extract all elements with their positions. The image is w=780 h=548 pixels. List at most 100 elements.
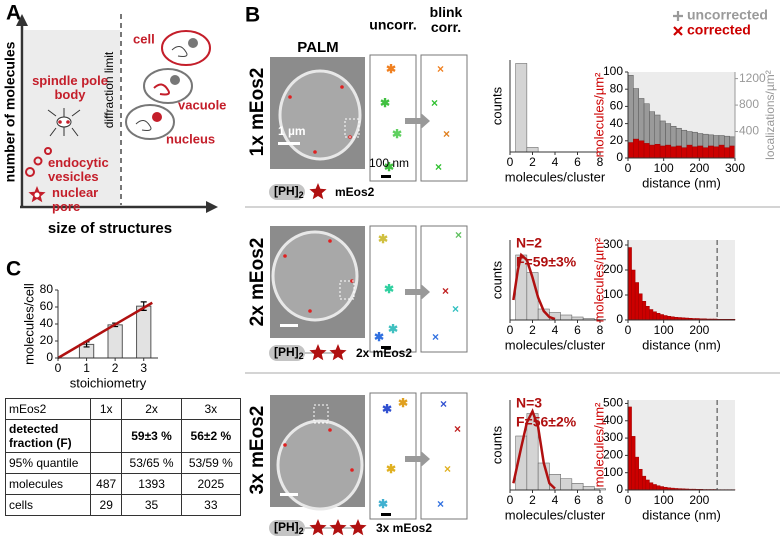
x-tick-label: 2	[529, 493, 536, 507]
fluorophore	[309, 183, 327, 200]
histogram-bar	[627, 142, 634, 159]
column-header: blink corr.	[429, 4, 463, 35]
svg-text:✱: ✱	[386, 62, 396, 76]
x-tick-label: 4	[552, 155, 559, 169]
histogram-bar	[634, 456, 639, 491]
histogram-bar	[643, 143, 650, 159]
x-tick-label: 200	[689, 493, 709, 507]
x-tick-label: 4	[552, 323, 559, 337]
x-axis-label: distance (nm)	[642, 337, 721, 352]
y-axis-label: molecules/cell	[21, 283, 36, 365]
table-cell: 59±3 %	[121, 419, 182, 453]
column-header: uncorr.	[369, 17, 416, 33]
histogram-bar	[571, 483, 584, 491]
palm-image	[270, 226, 365, 338]
arrows	[405, 113, 430, 467]
construct: [PH]2 2x mEos2	[269, 344, 412, 361]
row-label: 2x mEos2	[247, 238, 268, 327]
svg-text:×: ×	[442, 284, 449, 298]
y-tick-label: 20	[40, 333, 54, 347]
histogram-bar	[659, 314, 664, 321]
ph-sub: 2	[299, 526, 304, 536]
micrographs: ✱✱✱✱ ×××× ✱✱✱✱ ×××× ✱ ✱✱✱ ××××	[270, 54, 468, 520]
row-label: 1x mEos2	[247, 68, 268, 157]
histogram-bar	[665, 144, 672, 159]
scale-bar	[278, 142, 300, 145]
bar	[107, 324, 123, 359]
table-cell: cells	[5, 494, 91, 516]
histogram-bar	[638, 140, 645, 159]
structure-label: nucleus	[166, 131, 215, 146]
annotation: N=2	[516, 235, 542, 251]
construct-label: mEos2	[335, 185, 375, 199]
svg-text:✱: ✱	[378, 497, 388, 511]
svg-text:✱: ✱	[380, 96, 390, 110]
svg-text:✱: ✱	[384, 282, 394, 296]
svg-text:✱: ✱	[392, 127, 402, 141]
histogram-bar	[670, 146, 677, 159]
histogram-bar	[675, 145, 682, 159]
construct: [PH]2 mEos2	[269, 183, 375, 200]
row-label: 3x mEos2	[247, 406, 268, 495]
histogram-bar	[638, 293, 643, 321]
structure-label: endocytic vesicles	[48, 155, 109, 184]
axis-label: number of molecules	[2, 41, 18, 182]
x-tick-label: 6	[574, 323, 581, 337]
x-tick-label: 8	[597, 323, 604, 337]
y-axis-label: molecules/µm²	[591, 72, 606, 157]
svg-text:✱: ✱	[388, 322, 398, 336]
histogram-bar	[560, 478, 573, 491]
y-tick-label: 400	[603, 413, 623, 427]
x-tick-label: 0	[507, 323, 514, 337]
histogram-bar	[645, 306, 650, 321]
x-tick-label: 0	[625, 161, 632, 175]
y-axis-label: counts	[489, 425, 504, 464]
construct-label: 3x mEos2	[376, 521, 432, 535]
x-tick-label: 2	[529, 323, 536, 337]
histogram-bar	[681, 147, 688, 159]
x-tick-label: 300	[725, 161, 745, 175]
x-tick-label: 200	[689, 161, 709, 175]
bar	[136, 305, 152, 359]
histogram-bar	[642, 475, 647, 491]
histogram-bar	[633, 138, 639, 159]
table-cell: detected fraction (F)	[5, 419, 91, 453]
y-tick-label: 100	[603, 64, 623, 78]
table-cell: 56±2 %	[180, 419, 242, 453]
column-header: PALM	[297, 39, 338, 56]
x-axis-label: stoichiometry	[70, 375, 147, 390]
histogram-bar	[652, 311, 657, 321]
fit-line	[512, 252, 556, 321]
annotation: N=3	[516, 395, 542, 411]
table-cell: 2025	[180, 473, 242, 495]
svg-text:×: ×	[432, 330, 439, 344]
palm-image	[270, 395, 365, 511]
x-tick-label: 4	[552, 493, 559, 507]
histogram-bar	[713, 146, 720, 159]
annotation: F=59±3%	[516, 254, 577, 270]
histogram-bar	[649, 144, 656, 159]
table-cell: 53/65 %	[121, 452, 182, 474]
histogram-bar	[649, 309, 654, 321]
spindle-icon	[47, 108, 81, 137]
fluorophore	[309, 519, 327, 536]
svg-text:✱: ✱	[384, 160, 394, 174]
fluorophore	[349, 519, 367, 536]
svg-text:×: ×	[455, 228, 462, 242]
x-tick-label: 100	[654, 161, 674, 175]
scale-bar	[381, 346, 391, 349]
scale-label: 100 nm	[369, 156, 409, 170]
svg-text:✱: ✱	[386, 462, 396, 476]
y-tick-label: 500	[603, 396, 623, 410]
svg-text:×: ×	[440, 397, 447, 411]
construct: [PH]2 3x mEos2	[269, 519, 432, 536]
svg-text:×: ×	[452, 302, 459, 316]
table-cell	[89, 419, 123, 453]
panel-label: C	[6, 258, 21, 281]
svg-text:✱: ✱	[382, 402, 392, 416]
ph-text: [PH]	[274, 520, 299, 534]
construct-label: 2x mEos2	[356, 346, 412, 360]
histogram-bar	[718, 144, 725, 159]
x-tick-label: 6	[574, 155, 581, 169]
